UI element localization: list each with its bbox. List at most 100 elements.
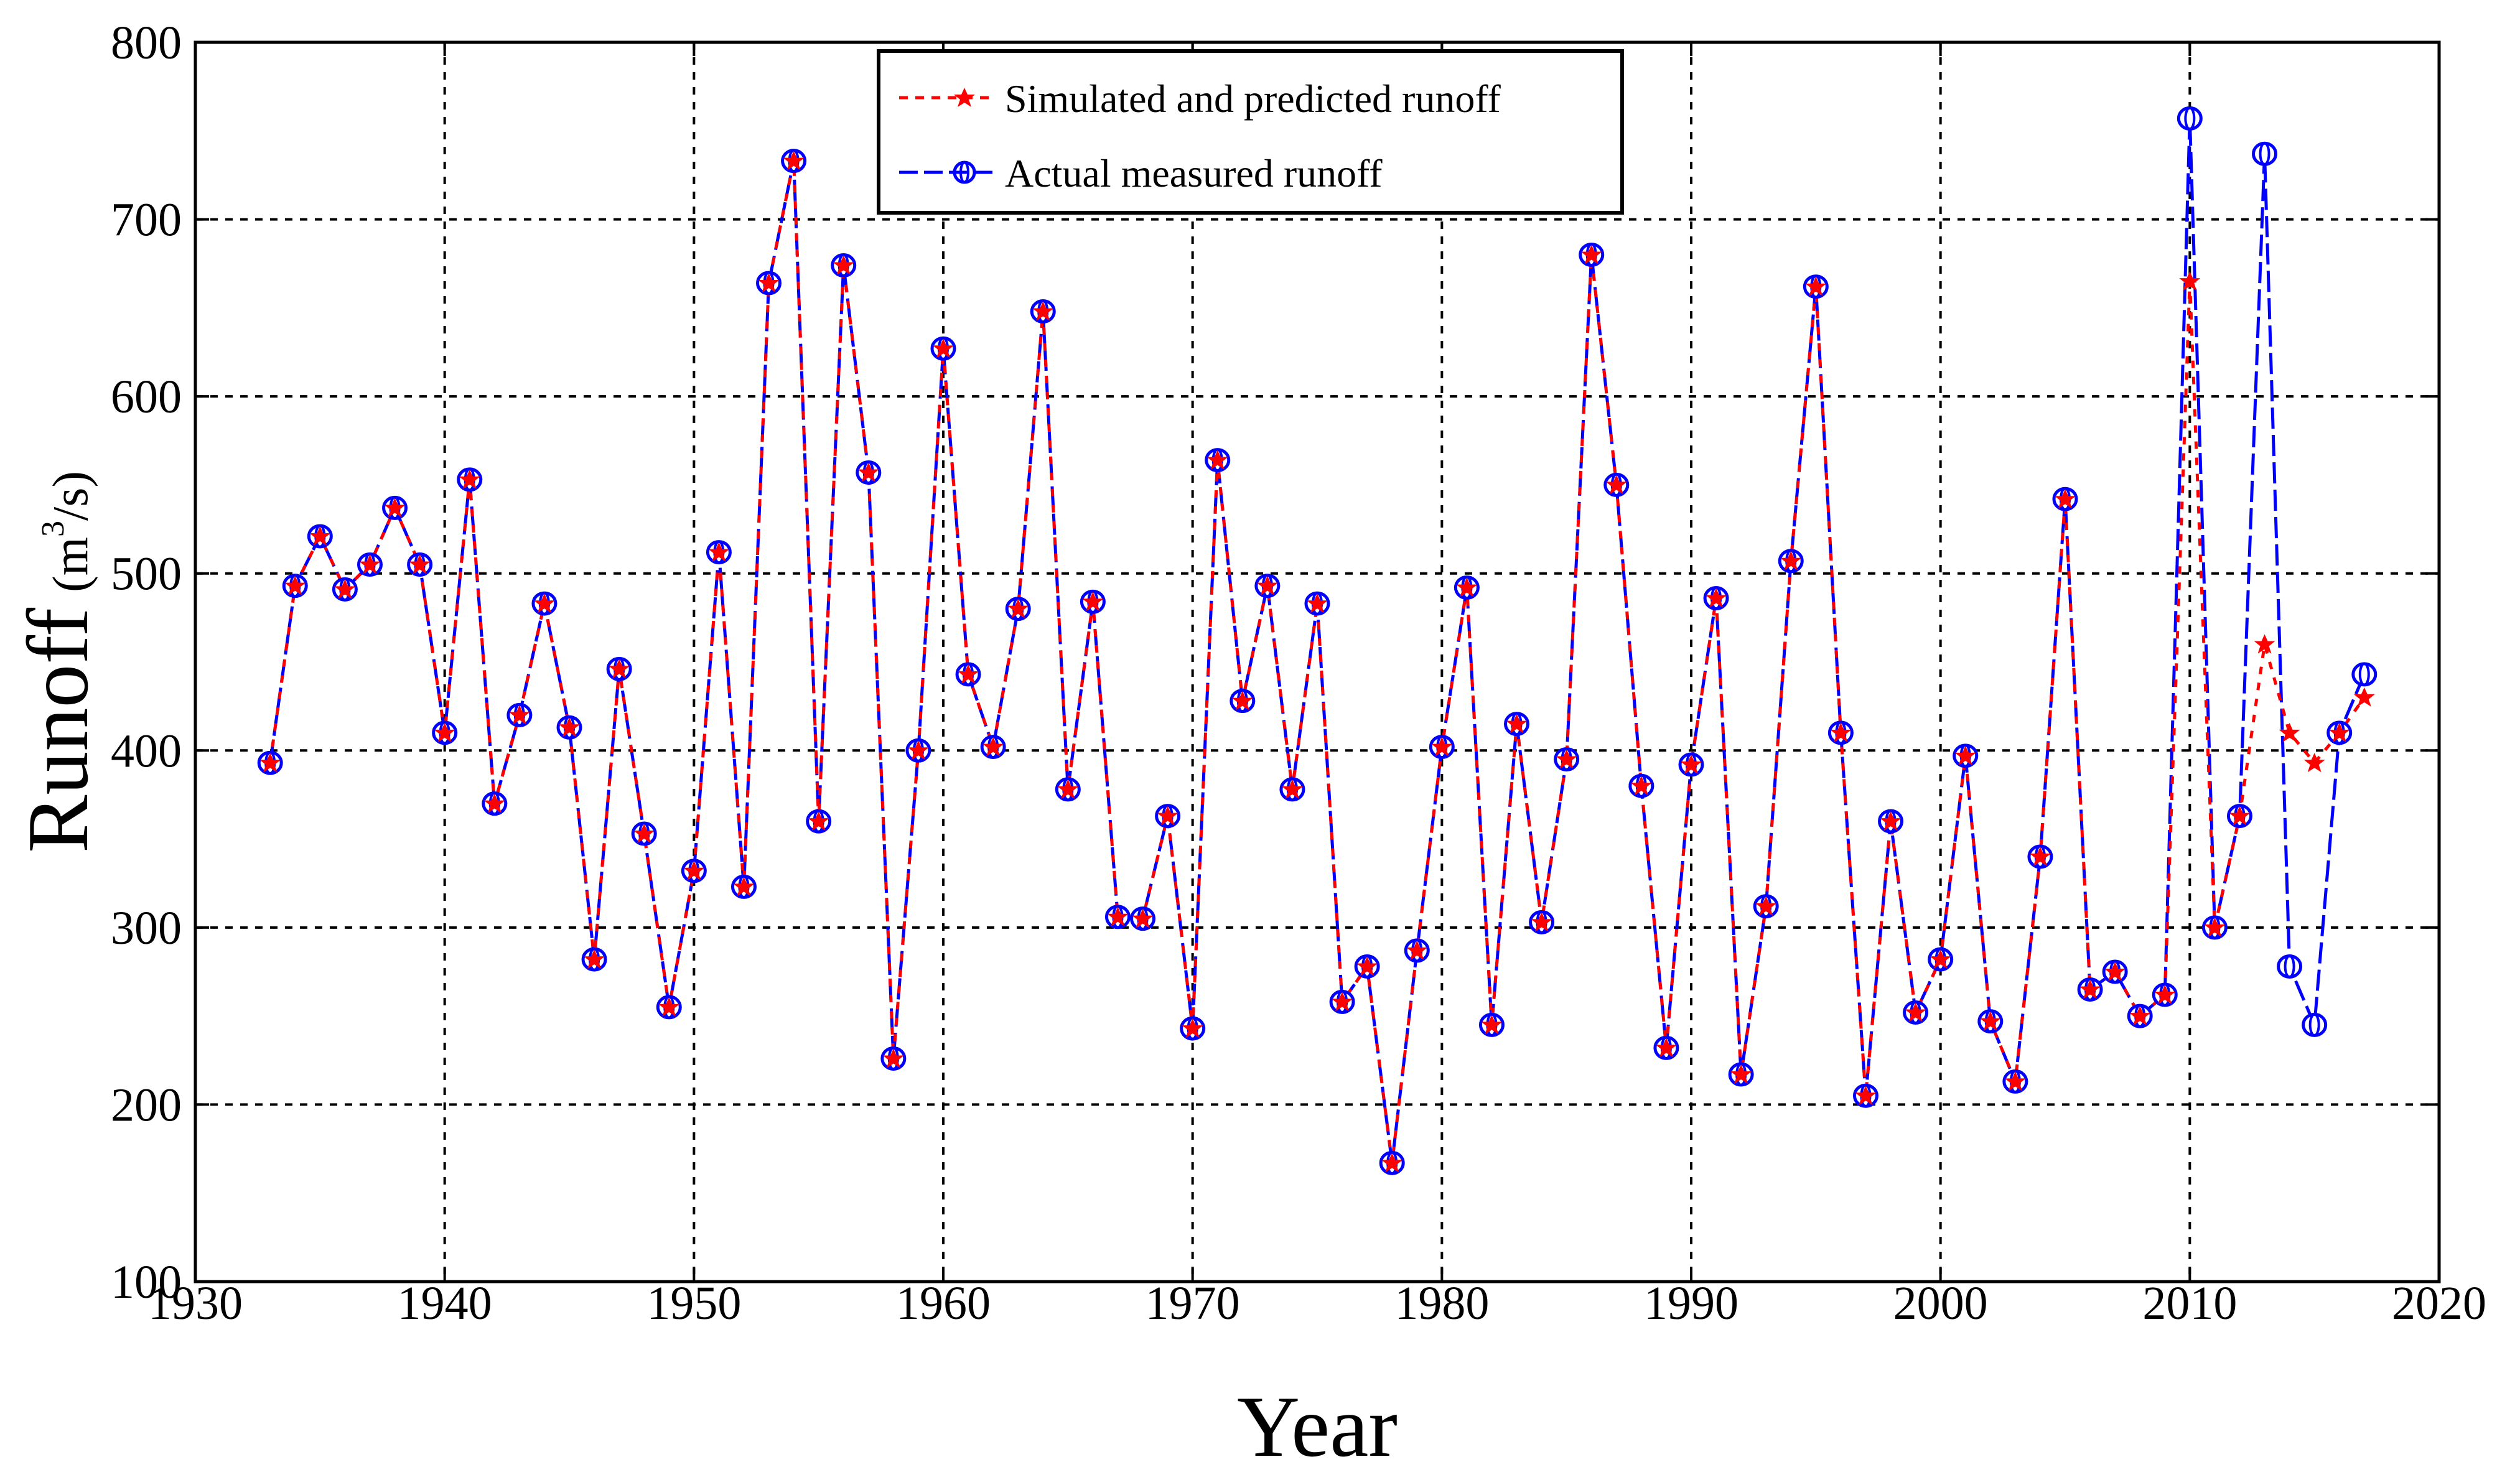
simulated-point — [2029, 847, 2051, 867]
actual-point — [2252, 141, 2278, 166]
simulated-point — [1681, 755, 1702, 775]
simulated-point — [1082, 592, 1104, 612]
simulated-point — [1780, 551, 1802, 570]
simulated-point — [982, 737, 1004, 757]
legend-actual-label: Actual measured runoff — [1005, 151, 1383, 195]
simulated-point — [2004, 1071, 2026, 1091]
x-tick-label: 1980 — [1394, 1277, 1489, 1330]
simulated-point — [508, 705, 530, 725]
simulated-point — [1406, 940, 1428, 960]
simulated-point — [2303, 753, 2325, 773]
y-axis-title-main: Runoff — [10, 608, 106, 853]
simulated-point — [933, 338, 954, 358]
simulated-point — [533, 594, 555, 613]
grid-lines — [195, 42, 2439, 1282]
simulated-point — [1431, 737, 1453, 757]
simulated-point — [1107, 906, 1129, 926]
actual-point — [2277, 954, 2303, 979]
simulated-point — [1057, 779, 1079, 799]
y-tick-label: 300 — [111, 902, 182, 954]
simulated-point — [483, 793, 505, 813]
simulated-point — [2254, 634, 2275, 654]
x-tick-label: 1930 — [148, 1277, 243, 1330]
simulated-point — [1206, 450, 1228, 470]
simulated-point — [1481, 1015, 1503, 1035]
series-markers — [257, 106, 2378, 1175]
simulated-point — [1307, 594, 1328, 613]
simulated-point — [1805, 276, 1827, 296]
simulated-point — [907, 740, 929, 760]
y-axis-title: Runoff (m3/s) — [10, 471, 106, 853]
simulated-point — [958, 664, 979, 684]
simulated-point — [1356, 956, 1378, 976]
simulated-point — [1855, 1086, 1877, 1106]
simulated-point — [2079, 979, 2101, 999]
simulated-point — [1381, 1153, 1403, 1173]
simulated-point — [1531, 912, 1552, 932]
simulated-point — [1281, 779, 1303, 799]
simulated-point — [658, 997, 680, 1017]
simulated-point — [2154, 984, 2176, 1004]
y-tick-label: 100 — [111, 1256, 182, 1308]
simulated-point — [459, 469, 480, 489]
x-tick-label: 1960 — [896, 1277, 991, 1330]
simulated-point — [683, 860, 705, 880]
legend-simulated-label: Simulated and predicted runoff — [1005, 77, 1501, 121]
simulated-point — [584, 949, 605, 969]
simulated-point — [1755, 896, 1777, 916]
x-tick-label: 2020 — [2392, 1277, 2486, 1330]
simulated-point — [1332, 992, 1353, 1012]
x-tick-label: 1950 — [646, 1277, 741, 1330]
simulated-point — [259, 753, 281, 773]
simulated-point — [559, 717, 580, 737]
simulated-point — [1630, 776, 1652, 796]
simulated-point — [409, 554, 431, 574]
simulated-point — [1580, 244, 1602, 264]
y-axis-title-unit-sup: 3 — [35, 521, 71, 537]
y-tick-label: 800 — [111, 17, 182, 69]
simulated-point — [1032, 301, 1054, 321]
simulated-point — [2353, 687, 2375, 707]
simulated-point — [1730, 1064, 1752, 1084]
actual-point — [2351, 662, 2378, 687]
simulated-point — [609, 659, 630, 679]
simulated-point — [309, 526, 331, 546]
simulated-point — [1655, 1038, 1677, 1058]
simulated-point — [1556, 749, 1577, 769]
y-tick-label: 400 — [111, 725, 182, 777]
simulated-point — [284, 575, 306, 595]
legend-simulated-marker — [954, 88, 975, 107]
actual-point — [2127, 1004, 2153, 1028]
simulated-point — [633, 824, 655, 844]
y-tick-label: 700 — [111, 194, 182, 246]
simulated-point — [783, 151, 805, 170]
y-axis-title-unit-suffix: /s) — [44, 471, 98, 521]
y-tick-label: 200 — [111, 1079, 182, 1131]
simulated-point — [2328, 722, 2350, 742]
simulated-point — [2104, 962, 2126, 981]
x-tick-label: 2000 — [1893, 1277, 1988, 1330]
simulated-point — [758, 273, 780, 293]
simulated-point — [733, 877, 755, 896]
simulated-point — [708, 542, 730, 562]
x-axis-title: Year — [1237, 1379, 1398, 1467]
simulated-point — [2204, 917, 2226, 937]
simulated-point — [2129, 1006, 2151, 1026]
simulated-point — [1706, 588, 1727, 608]
simulated-point — [1905, 1002, 1926, 1022]
simulated-point — [1880, 811, 1902, 831]
axis-ticks: 1930 1940 1950 1960 1970 1980 1990 2000 2010 2020… — [111, 17, 2486, 1330]
x-tick-label: 1990 — [1644, 1277, 1738, 1330]
simulated-point — [1456, 577, 1478, 597]
y-axis-title-unit-prefix: (m — [44, 537, 98, 592]
simulated-point — [2229, 806, 2251, 826]
simulated-point — [833, 255, 854, 275]
simulated-point — [359, 554, 381, 574]
legend: Simulated and predicted runoff Actual me… — [877, 49, 1624, 215]
simulated-point — [1830, 722, 1852, 742]
simulated-point — [1132, 908, 1154, 928]
simulated-point — [882, 1048, 904, 1068]
simulated-point — [1256, 575, 1278, 595]
simulated-point — [384, 498, 406, 518]
